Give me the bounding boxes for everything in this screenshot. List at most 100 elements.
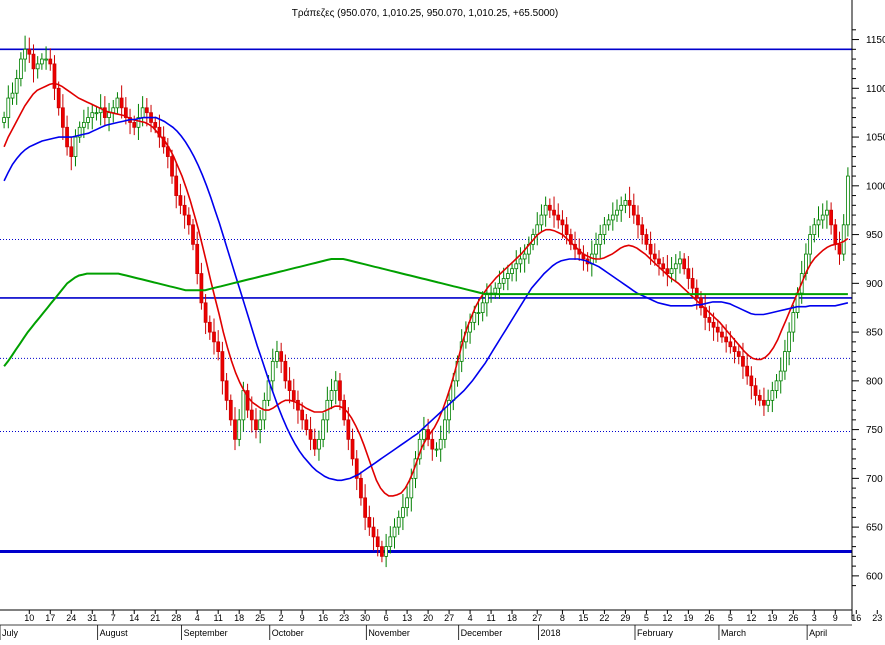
y-tick-label: 1050 [866,133,885,144]
x-tick-label: 12 [662,613,672,623]
candle-body [19,58,23,79]
candle-body [560,219,565,226]
candle-body [552,209,556,216]
candle-body [228,399,233,421]
candle-body [195,243,200,274]
candle-body [237,419,242,440]
candle-body [321,419,326,440]
candle-body [539,214,544,226]
x-tick-label: 5 [644,613,649,623]
month-label: September [184,628,228,638]
candle-body [547,204,552,211]
candle-body [86,117,90,123]
candle-body [837,243,842,255]
candle-body [203,302,208,323]
candle-body [350,438,355,460]
candle-body [522,253,527,260]
candle-body [783,351,787,372]
candle-body [10,92,15,99]
x-tick-label: 4 [195,613,200,623]
x-tick-label: 3 [812,613,817,623]
x-tick-label: 23 [339,613,349,623]
candle-body [212,331,216,343]
candle-body [216,341,221,352]
candle-body [505,273,510,279]
candle-body [23,48,27,60]
candle-body [338,380,342,401]
candle-body [270,360,275,382]
candle-body [770,390,775,401]
candle-body [380,546,384,557]
candle-body [640,224,645,235]
candle-body [396,516,401,528]
candle-body [694,287,699,299]
y-axis: 600 650 700 750 800 850 900 950 1000 1050 1100 1150 [851,0,885,620]
x-tick-label: 10 [24,613,34,623]
candle-body [392,526,397,538]
candle-body [627,200,632,206]
x-tick-label: 23 [872,613,882,623]
candle-body [174,175,179,196]
x-tick-label: 6 [384,613,389,623]
candle-body [317,438,321,450]
x-tick-label: 16 [851,613,861,623]
candle-body [401,507,405,518]
month-label: August [100,628,129,638]
x-tick-label: 9 [833,613,838,623]
candle-body [774,380,779,391]
x-tick-label: 28 [171,613,181,623]
x-tick-label: 8 [560,613,565,623]
candle-body [833,224,838,245]
candle-body [741,356,745,367]
x-tick-label: 24 [66,613,76,623]
x-tick-label: 20 [423,613,433,623]
candle-body [254,419,258,431]
candle-body [514,263,519,270]
candle-body [132,122,137,128]
candle-body [556,214,561,221]
candle-body [598,234,603,245]
candle-body [249,409,254,421]
candle-body [636,214,640,226]
candle-body [115,97,120,109]
x-axis: 10 17 24 31 7 14 21 28 4 11 18 25 2 9 16 23 30 6 13 20 27 4 11… [0,609,882,640]
candle-body [375,536,380,548]
month-label: April [809,628,827,638]
x-tick-label: 19 [767,613,777,623]
candle-body [652,253,657,260]
candle-body [69,146,74,157]
candle-body [753,385,758,396]
candle-body [61,107,65,128]
x-tick-label: 18 [234,613,244,623]
candle-body [501,278,506,284]
candle-body [27,48,32,55]
candle-body [493,287,498,294]
candle-body [715,326,720,333]
candle-body [363,497,367,518]
candle-body [35,63,40,70]
candle-body [40,58,44,65]
candle-body [258,419,263,431]
candle-body [140,107,145,118]
candle-body [77,126,82,138]
y-tick-label: 750 [866,425,883,436]
candle-body [14,78,19,94]
candle-body [736,351,741,357]
x-tick-label: 21 [150,613,160,623]
candle-body [224,380,229,401]
x-tick-label: 18 [507,613,517,623]
candle-body [606,219,611,226]
candle-body [669,268,674,274]
x-tick-label: 11 [214,613,223,623]
month-label: November [368,628,410,638]
x-tick-label: 11 [486,613,495,623]
candle-body [451,380,456,401]
candle-body [745,365,750,377]
candle-body [90,112,95,118]
candle-body [728,341,733,348]
candle-body [757,395,762,401]
candle-body [405,497,409,509]
candle-body [111,107,116,114]
candle-body [535,224,540,235]
y-tick-label: 650 [866,523,883,534]
